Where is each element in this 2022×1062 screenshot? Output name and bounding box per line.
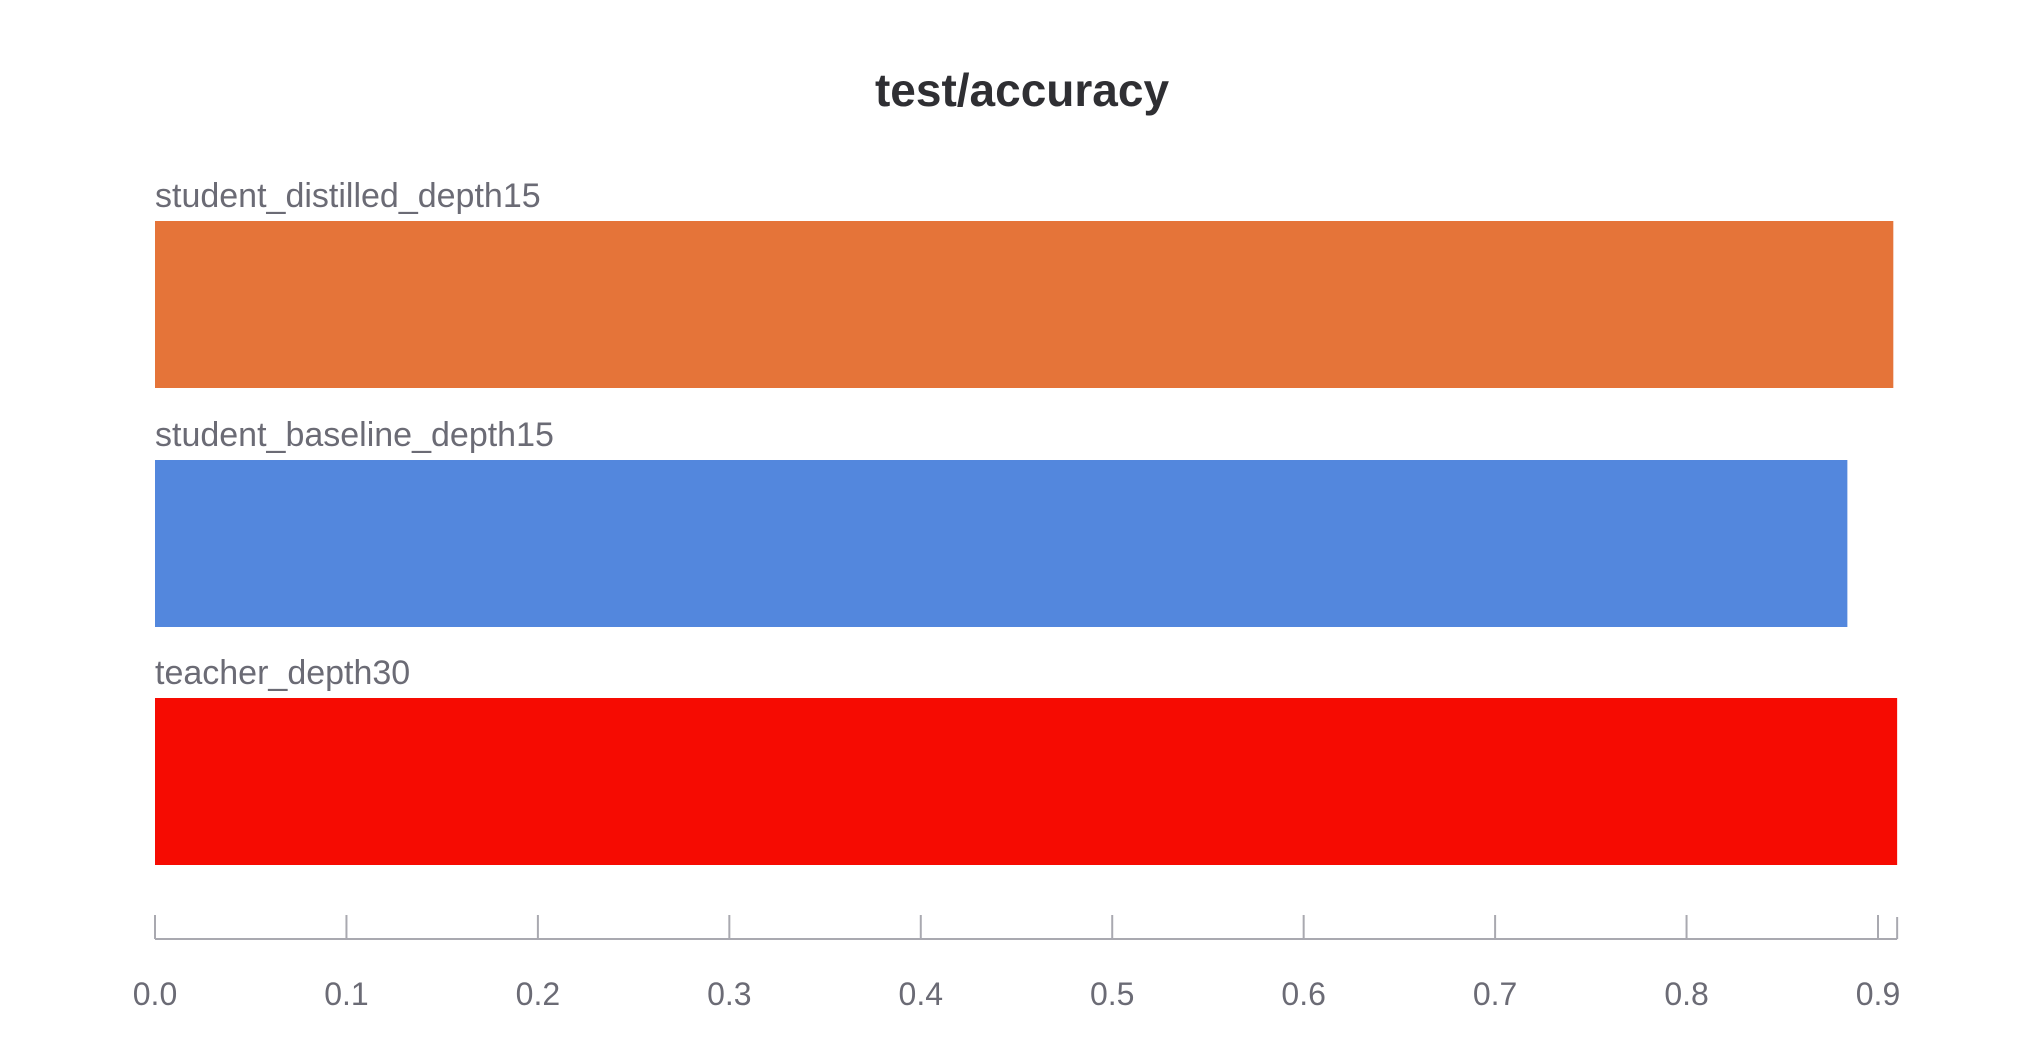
bar-teacher-depth30[interactable] [155,698,1898,865]
bar-label-student-distilled-depth15: student_distilled_depth15 [155,177,541,215]
bar-student-distilled-depth15[interactable] [155,221,1894,388]
bars-layer: student_distilled_depth15 student_baselin… [155,177,1898,865]
bar-label-student-baseline-depth15: student_baseline_depth15 [155,416,554,454]
bar-label-teacher-depth30: teacher_depth30 [155,654,410,692]
x-tick-label: 0.9 [1856,976,1900,1012]
x-tick-label: 0.2 [516,976,560,1012]
x-tick-label: 0.5 [1090,976,1134,1012]
x-tick-label: 0.1 [324,976,368,1012]
chart-title: test/accuracy [875,64,1169,116]
x-axis: 0.0 0.1 0.2 0.3 0.4 0.5 0.6 0.7 0.8 0.9 [133,915,1900,1012]
x-tick-label: 0.0 [133,976,177,1012]
x-tick-label: 0.4 [899,976,943,1012]
x-tick-label: 0.3 [707,976,751,1012]
x-tick-label: 0.8 [1664,976,1708,1012]
x-tick-label: 0.6 [1281,976,1325,1012]
bar-student-baseline-depth15[interactable] [155,460,1848,627]
x-tick-label: 0.7 [1473,976,1517,1012]
